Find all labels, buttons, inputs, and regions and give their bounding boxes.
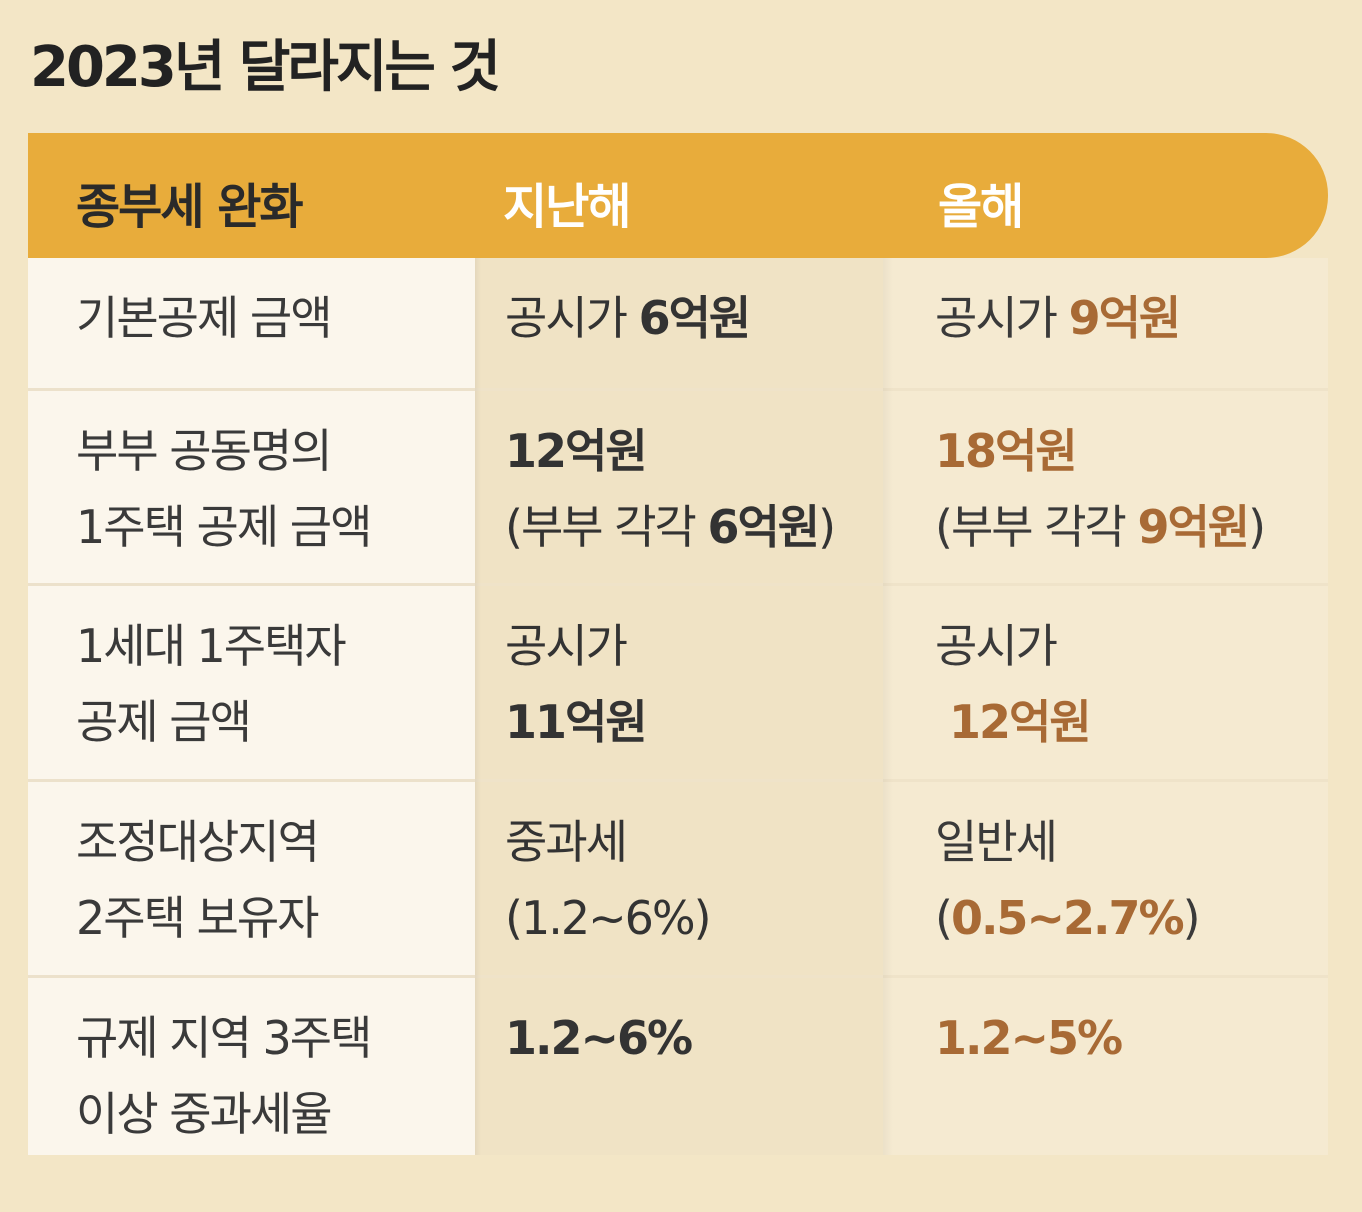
value-line: 18억원 — [935, 413, 1328, 489]
item-line: 부부 공동명의 — [76, 424, 333, 478]
value-line: 11억원 — [505, 684, 883, 760]
cell-last-year: 공시가 11억원 — [475, 583, 883, 779]
value-line: 12억원 — [935, 684, 1328, 760]
column-shadow — [883, 583, 893, 779]
value-line: 12억원 — [505, 413, 883, 489]
value-line: 공시가 6억원 — [505, 280, 883, 356]
value-line: 공시가 9억원 — [935, 280, 1328, 356]
cell-this-year: 일반세 (0.5~2.7%) — [883, 779, 1328, 975]
value-text: ) — [818, 500, 836, 554]
item-line: 조정대상지역 — [76, 815, 320, 869]
column-shadow — [475, 779, 481, 975]
cell-this-year: 공시가 12억원 — [883, 583, 1328, 779]
value-highlight: 9억원 — [1068, 291, 1182, 345]
column-shadow — [475, 388, 481, 583]
value-highlight: 0.5~2.7% — [950, 891, 1185, 945]
cell-last-year: 공시가 6억원 — [475, 258, 883, 388]
item-line: 공제 금액 — [76, 695, 252, 749]
table-row: 기본공제 금액 공시가 6억원 공시가 9억원 — [28, 258, 1328, 388]
value-line: 공시가 — [935, 608, 1328, 684]
value-text: 공시가 — [505, 619, 628, 673]
cell-item: 부부 공동명의 1주택 공제 금액 — [28, 388, 475, 583]
value-text: 일반세 — [935, 815, 1058, 869]
cell-this-year: 1.2~5% — [883, 975, 1328, 1155]
column-shadow — [883, 388, 893, 583]
table-row: 조정대상지역 2주택 보유자 중과세 (1.2~6%) 일반세 (0.5~2.7%) — [28, 779, 1328, 975]
value-text: ) — [1182, 891, 1201, 945]
value-text: 중과세 — [505, 815, 628, 869]
item-line: 이상 중과세율 — [76, 1087, 333, 1141]
value-highlight: 12억원 — [949, 695, 1092, 749]
table-header: 종부세 완화 지난해 올해 — [28, 133, 1328, 258]
value-highlight: 9억원 — [1137, 500, 1250, 554]
value-highlight: 18억원 — [935, 424, 1078, 478]
value-bold: 6억원 — [638, 291, 752, 345]
header-this-year: 올해 — [938, 179, 1024, 235]
value-text: (1.2~6%) — [505, 891, 712, 945]
value-line: (1.2~6%) — [505, 880, 883, 956]
value-line: 일반세 — [935, 804, 1328, 880]
value-bold: 11억원 — [505, 695, 648, 749]
item-line: 1주택 공제 금액 — [76, 500, 372, 554]
cell-this-year: 18억원 (부부 각각 9억원) — [883, 388, 1328, 583]
value-line: 1.2~5% — [935, 1000, 1328, 1076]
column-shadow — [883, 258, 893, 388]
value-text: 공시가 — [935, 619, 1058, 673]
value-line: 중과세 — [505, 804, 883, 880]
header-item: 종부세 완화 — [76, 179, 304, 235]
value-bold: 6억원 — [707, 500, 820, 554]
value-text: ) — [1248, 500, 1266, 554]
value-bold: 1.2~6% — [505, 1011, 693, 1065]
value-text: (부부 각각 — [505, 500, 708, 554]
value-bold: 12억원 — [505, 424, 648, 478]
column-shadow — [475, 258, 481, 388]
value-line: 1.2~6% — [505, 1000, 883, 1076]
cell-item: 조정대상지역 2주택 보유자 — [28, 779, 475, 975]
page-title: 2023년 달라지는 것 — [30, 35, 501, 100]
cell-last-year: 12억원 (부부 각각 6억원) — [475, 388, 883, 583]
value-text: 공시가 — [505, 291, 639, 345]
value-text: ( — [935, 891, 953, 945]
value-line: (부부 각각 9억원) — [935, 489, 1328, 565]
value-highlight: 1.2~5% — [935, 1011, 1123, 1065]
item-line: 규제 지역 3주택 — [76, 1011, 372, 1065]
column-shadow — [883, 779, 893, 975]
table-row: 부부 공동명의 1주택 공제 금액 12억원 (부부 각각 6억원) 18억원 (부부 각… — [28, 388, 1328, 583]
table-body: 기본공제 금액 공시가 6억원 공시가 9억원 부부 공동명의 1주택 공제 금액 12억… — [28, 258, 1328, 1155]
value-text: (부부 각각 — [935, 500, 1138, 554]
value-line: 공시가 — [505, 608, 883, 684]
header-last-year: 지난해 — [503, 179, 631, 235]
item-line: 2주택 보유자 — [76, 891, 320, 945]
cell-this-year: 공시가 9억원 — [883, 258, 1328, 388]
value-line: (0.5~2.7%) — [935, 880, 1328, 956]
cell-item: 기본공제 금액 — [28, 258, 475, 388]
cell-last-year: 1.2~6% — [475, 975, 883, 1155]
value-line: (부부 각각 6억원) — [505, 489, 883, 565]
column-shadow — [475, 583, 481, 779]
item-line: 기본공제 금액 — [76, 291, 333, 345]
column-shadow — [883, 975, 893, 1155]
cell-last-year: 중과세 (1.2~6%) — [475, 779, 883, 975]
value-text: 공시가 — [935, 291, 1069, 345]
comparison-table: 종부세 완화 지난해 올해 기본공제 금액 공시가 6억원 공시가 9억원 부부 공동… — [28, 133, 1328, 1155]
item-line: 1세대 1주택자 — [76, 619, 347, 673]
column-shadow — [475, 975, 481, 1155]
